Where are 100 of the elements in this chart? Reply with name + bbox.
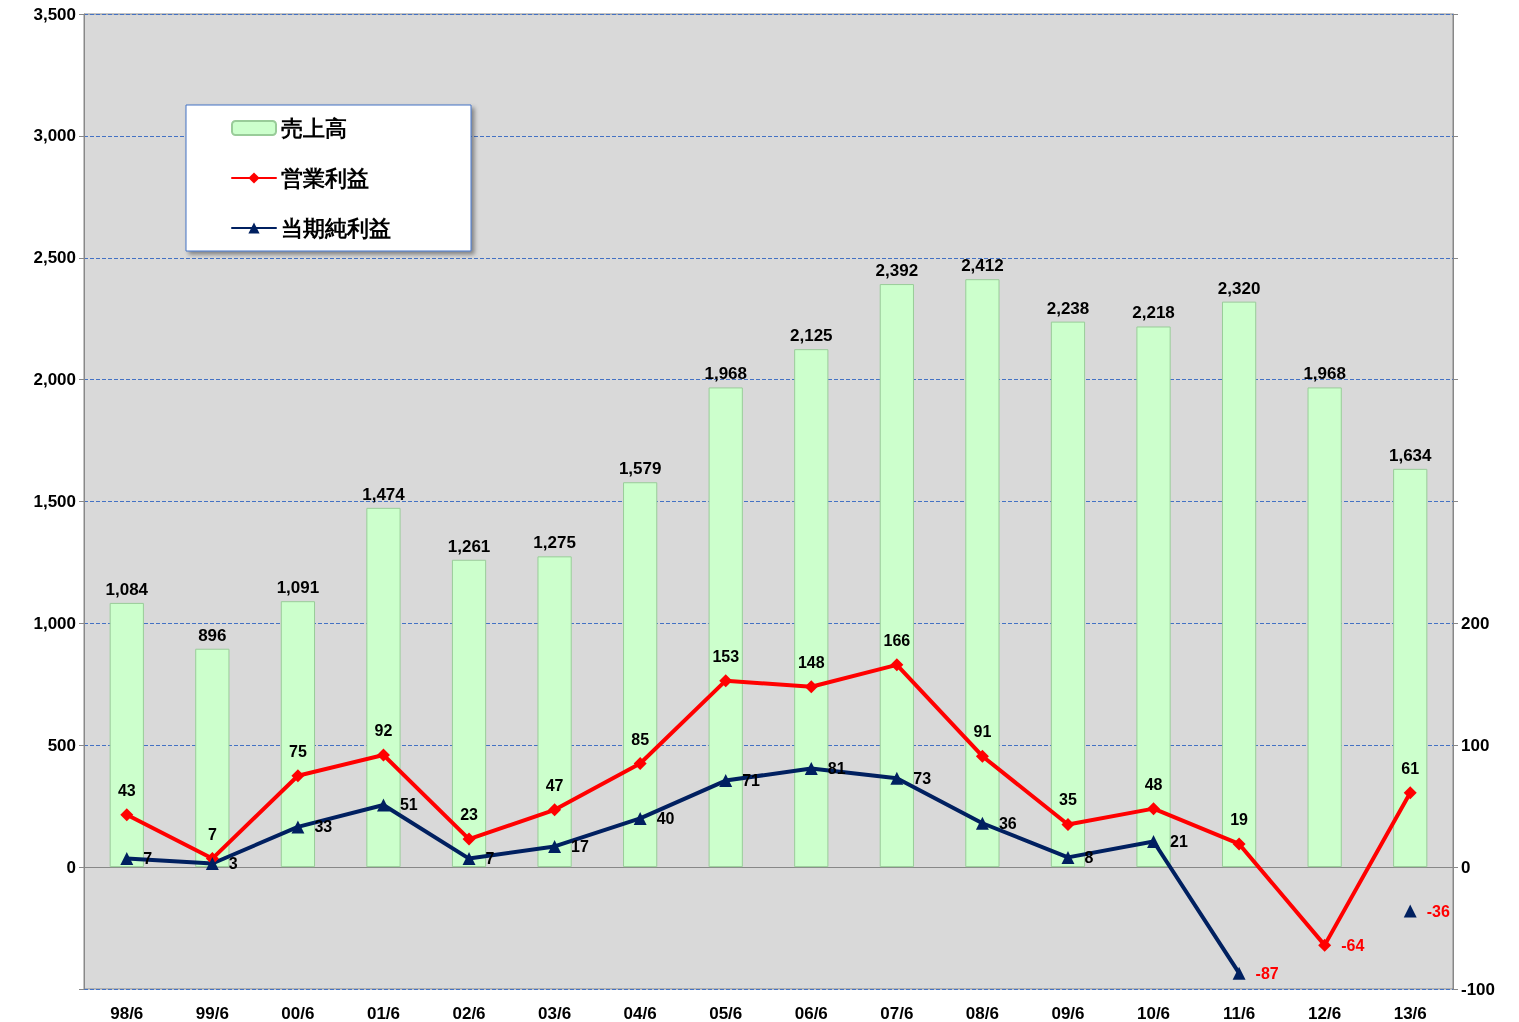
bar (451, 559, 487, 868)
bar (1050, 321, 1086, 868)
point (548, 839, 562, 853)
data-label: 7 (143, 850, 153, 868)
point (120, 808, 134, 822)
data-label: 19 (1230, 810, 1249, 828)
y2-tick-label: 200 (1461, 613, 1490, 633)
bar (879, 284, 914, 868)
point (719, 774, 733, 788)
bar (708, 387, 743, 868)
point (890, 771, 904, 785)
data-label: 33 (314, 818, 333, 836)
data-label: 1,474 (362, 484, 406, 504)
point (804, 680, 818, 694)
data-label: -64 (1341, 936, 1365, 954)
data-label: 17 (571, 837, 589, 855)
point (975, 749, 989, 763)
data-label: 1,091 (276, 578, 320, 598)
data-label: 1,579 (618, 459, 662, 479)
data-label: 2,125 (790, 326, 833, 346)
bar (1307, 387, 1342, 868)
data-label: 43 (117, 781, 136, 799)
y-tick-label: 3,000 (33, 126, 76, 146)
x-tick-label: 00/6 (281, 1004, 315, 1022)
bar (366, 507, 401, 868)
point (462, 832, 476, 846)
point (890, 658, 904, 672)
point (1232, 966, 1246, 980)
x-tick-label: 12/6 (1308, 1004, 1342, 1022)
data-label: 148 (797, 653, 825, 671)
point (120, 852, 134, 866)
y2-tick-label: 100 (1461, 735, 1490, 755)
point (1403, 786, 1417, 800)
point (1147, 835, 1161, 849)
data-label: 1,275 (533, 533, 576, 553)
x-tick-label: 13/6 (1393, 1004, 1427, 1022)
data-label: 1,968 (704, 364, 747, 384)
y-tick-label: 0 (66, 857, 76, 877)
point (548, 803, 562, 817)
point (975, 816, 989, 830)
data-label: 1,084 (105, 579, 149, 599)
data-label: 40 (656, 809, 675, 827)
point (1061, 817, 1075, 831)
data-label: 35 (1059, 791, 1077, 809)
x-tick-label: 07/6 (880, 1004, 914, 1022)
data-label: 896 (198, 625, 227, 645)
point (804, 761, 818, 775)
data-label: -87 (1255, 964, 1279, 982)
data-label: 1,968 (1303, 364, 1346, 384)
x-tick-label: 99/6 (195, 1004, 229, 1022)
data-label: 1,634 (1388, 445, 1433, 465)
x-tick-label: 08/6 (965, 1004, 999, 1022)
bar (1221, 301, 1257, 868)
point (376, 748, 390, 762)
data-label: 2,412 (961, 256, 1004, 276)
point (1147, 802, 1161, 816)
data-label: 2,238 (1046, 298, 1090, 318)
bar (1393, 468, 1428, 868)
point (1318, 938, 1332, 952)
bar (1136, 326, 1171, 868)
data-label: 2,218 (1132, 303, 1175, 323)
bar (195, 648, 230, 868)
data-label: 51 (399, 796, 418, 814)
x-tick-label: 11/6 (1223, 1004, 1256, 1022)
data-label: 73 (913, 769, 932, 787)
y-tick-label: 500 (47, 735, 76, 755)
data-label: 1,261 (447, 536, 491, 556)
data-label: 2,320 (1217, 278, 1261, 298)
legend-label: 当期純利益 (281, 215, 391, 241)
point (291, 769, 305, 783)
data-label: 75 (289, 742, 307, 760)
data-label: 23 (460, 806, 479, 824)
bar (965, 279, 1000, 868)
bar (109, 602, 144, 868)
point (291, 820, 305, 834)
x-tick-label: 04/6 (623, 1004, 657, 1022)
data-label: -36 (1426, 902, 1450, 920)
y-tick-label: 3,500 (33, 4, 76, 24)
data-label: 48 (1144, 775, 1163, 793)
x-tick-label: 06/6 (794, 1004, 828, 1022)
y-tick-label: 1,500 (33, 492, 76, 511)
y-tick-label: 2,500 (33, 248, 76, 268)
data-label: 7 (207, 825, 217, 843)
bar (280, 601, 316, 868)
data-label: 91 (973, 723, 992, 741)
data-label: 36 (998, 814, 1017, 832)
point (462, 852, 476, 866)
y2-tick-label: -100 (1461, 979, 1496, 999)
point (376, 798, 390, 812)
y-tick-label: 1,000 (33, 613, 76, 633)
x-tick-label: 02/6 (452, 1004, 486, 1022)
x-tick-label: 03/6 (538, 1004, 572, 1022)
bar (623, 482, 658, 868)
point (205, 856, 219, 870)
data-label: 61 (1401, 759, 1420, 777)
data-label: 153 (712, 647, 740, 665)
data-label: 47 (545, 776, 564, 794)
data-label: 21 (1170, 833, 1188, 851)
x-tick-label: 98/6 (110, 1004, 144, 1022)
point (633, 757, 647, 771)
